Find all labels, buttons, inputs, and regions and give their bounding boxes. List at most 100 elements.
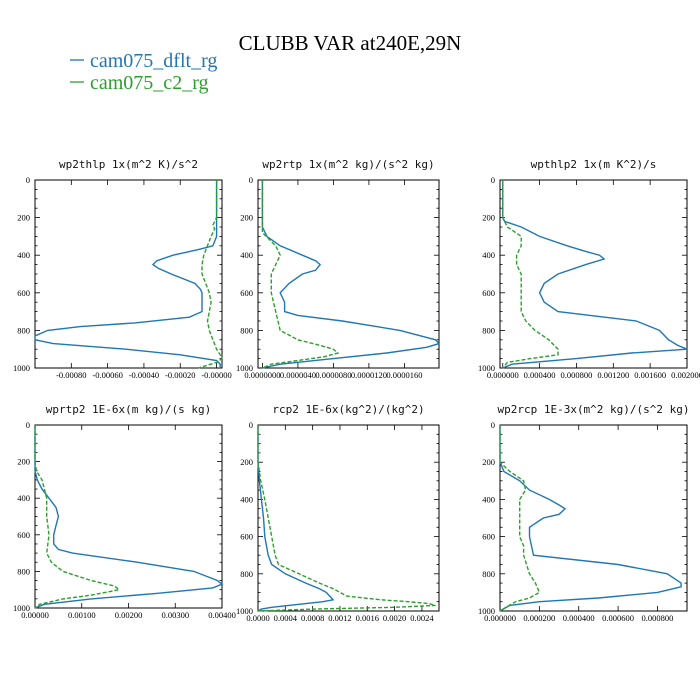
panel-title: wpthlp2 1x(m K^2)/s [531, 158, 657, 171]
y-tick-label: 400 [240, 250, 253, 260]
y-tick-label: 200 [482, 457, 495, 467]
x-tick-label: 0.00100 [68, 610, 96, 620]
x-tick-label: 0.000400 [563, 613, 595, 623]
series-line-dflt [257, 425, 335, 612]
panel-3: wprtp2 1E-6x(m kg)/(s kg) 0 200 400 600 800 10… [13, 403, 236, 620]
y-tick-label: 600 [240, 532, 253, 542]
x-tick-label: 0.000400 [524, 370, 556, 380]
series-line-c2 [502, 180, 559, 369]
y-tick-label: 200 [240, 457, 253, 467]
panel-title: wp2rcp 1E-3x(m^2 kg)/(s^2 kg) [497, 403, 689, 416]
panel-title: wprtp2 1E-6x(m kg)/(s kg) [46, 403, 212, 416]
y-tick-label: 1000 [236, 363, 253, 373]
y-tick-label: 1000 [478, 363, 495, 373]
axis-frame [499, 424, 688, 612]
axis-frame [257, 179, 440, 369]
x-tick-label: 0.0004 [274, 613, 298, 623]
axis-frame [257, 424, 440, 612]
x-tick-label: 0.0016 [356, 613, 379, 623]
legend-label-dflt: cam075_dflt_rg [90, 50, 217, 72]
x-tick-label: -0.00060 [92, 370, 122, 380]
series-line-c2 [34, 425, 121, 609]
y-tick-label: 0 [26, 420, 30, 430]
y-tick-label: 800 [482, 325, 495, 335]
x-tick-label: 0.00200 [115, 610, 143, 620]
y-tick-label: 200 [482, 213, 495, 223]
x-tick-label: 0.0020 [383, 613, 406, 623]
x-tick-label: 0.00000 [21, 610, 49, 620]
y-tick-label: 400 [17, 493, 30, 503]
y-tick-label: 1000 [13, 363, 30, 373]
x-tick-label: -0.00000 [201, 370, 231, 380]
x-tick-label: 0.000000 [484, 613, 516, 623]
x-tick-label: 0.001200 [597, 370, 629, 380]
x-tick-label: 0.0000120 [351, 370, 387, 380]
y-tick-label: 200 [17, 457, 30, 467]
y-tick-label: 600 [482, 532, 495, 542]
series-line-dflt [502, 180, 688, 369]
series-line-dflt [499, 425, 682, 612]
series-line-c2 [499, 425, 541, 612]
panel-0: wp2thlp 1x(m^2 K)/s^2 0 200 400 600 800 1000 -0… [13, 158, 232, 380]
series-line-c2 [198, 180, 223, 369]
y-tick-label: 600 [240, 288, 253, 298]
y-tick-label: 400 [17, 250, 30, 260]
x-tick-label: 0.0008 [301, 613, 324, 623]
x-tick-label: 0.0000000 [244, 370, 280, 380]
x-tick-label: 0.002000 [671, 370, 700, 380]
series-line-dflt [34, 180, 221, 368]
y-tick-label: 800 [240, 569, 253, 579]
x-tick-label: 0.0000 [246, 613, 269, 623]
series-line-dflt [34, 425, 224, 609]
y-tick-label: 1000 [13, 603, 30, 613]
y-tick-label: 400 [240, 494, 253, 504]
x-tick-label: 0.00400 [208, 610, 236, 620]
y-tick-label: 0 [491, 175, 495, 185]
axis-frame [34, 424, 223, 609]
x-tick-label: 0.000600 [602, 613, 634, 623]
figure-title: CLUBB VAR at240E,29N [239, 31, 462, 55]
series-line-c2 [257, 425, 436, 612]
panel-5: wp2rcp 1E-3x(m^2 kg)/(s^2 kg)0 200 400 600 8… [478, 403, 690, 623]
series-line-dflt [261, 180, 441, 369]
x-tick-label: -0.00040 [129, 370, 159, 380]
panel-4: rcp2 1E-6x(kg^2)/(kg^2) 0 200 400 600 800 1000… [236, 403, 440, 623]
panel-2: wpthlp2 1x(m K^2)/s 0 200 400 600 800 1000 0.00… [478, 158, 700, 380]
legend-label-c2: cam075_c2_rg [90, 72, 209, 94]
x-tick-label: 0.001600 [634, 370, 666, 380]
y-tick-label: 200 [17, 213, 30, 223]
y-tick-label: 1000 [236, 606, 253, 616]
x-tick-label: 0.000200 [523, 613, 555, 623]
y-tick-label: 200 [240, 213, 253, 223]
x-tick-label: 0.000800 [561, 370, 593, 380]
panel-1: wp2rtp 1x(m^2 kg)/(s^2 kg) 0 200 400 600 800 1… [236, 158, 441, 380]
panel-title: rcp2 1E-6x(kg^2)/(kg^2) [272, 403, 424, 416]
x-tick-label: -0.00020 [165, 370, 195, 380]
x-tick-label: 0.0000160 [386, 370, 422, 380]
y-tick-label: 0 [26, 175, 30, 185]
y-tick-label: 1000 [478, 606, 495, 616]
y-tick-label: 800 [17, 566, 30, 576]
x-tick-label: 0.00300 [161, 610, 189, 620]
series-line-c2 [261, 180, 340, 369]
panels: wp2thlp 1x(m^2 K)/s^2 0 200 400 600 800 1000 -0… [13, 158, 700, 623]
panel-title: wp2thlp 1x(m^2 K)/s^2 [59, 158, 198, 171]
x-tick-label: 0.0000040 [280, 370, 316, 380]
axis-frame [499, 179, 688, 369]
y-tick-label: 800 [240, 325, 253, 335]
y-tick-label: 400 [482, 250, 495, 260]
x-tick-label: 0.0000080 [315, 370, 351, 380]
y-tick-label: 0 [249, 420, 253, 430]
y-tick-label: 400 [482, 494, 495, 504]
x-tick-label: 0.0024 [410, 613, 434, 623]
y-tick-label: 600 [17, 530, 30, 540]
x-tick-label: 0.0012 [328, 613, 351, 623]
y-tick-label: 600 [482, 288, 495, 298]
y-tick-label: 800 [482, 569, 495, 579]
y-tick-label: 600 [17, 288, 30, 298]
y-tick-label: 0 [249, 175, 253, 185]
y-tick-label: 800 [17, 325, 30, 335]
legend: cam075_dflt_rg cam075_c2_rg [70, 50, 217, 94]
y-tick-label: 0 [491, 420, 495, 430]
